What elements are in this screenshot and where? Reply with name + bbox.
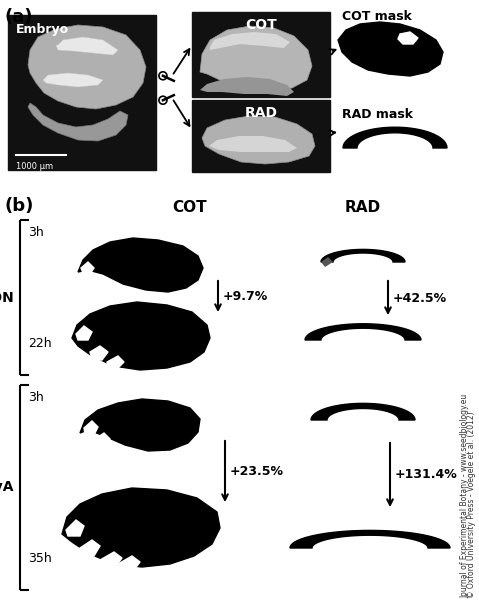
Text: RAD: RAD <box>244 106 277 120</box>
Polygon shape <box>210 32 290 50</box>
Polygon shape <box>290 531 450 548</box>
Polygon shape <box>43 73 103 87</box>
Polygon shape <box>62 488 220 567</box>
Text: +9.7%: +9.7% <box>223 290 268 303</box>
Bar <box>8 15 156 170</box>
Polygon shape <box>118 556 140 570</box>
Text: 1000 μm: 1000 μm <box>16 162 53 171</box>
Polygon shape <box>338 22 443 76</box>
Polygon shape <box>80 399 200 451</box>
Text: CON: CON <box>0 291 14 305</box>
Text: (a): (a) <box>4 8 33 26</box>
Text: Journal of Experimental Botany - www.seedbiology.eu: Journal of Experimental Botany - www.see… <box>460 394 469 598</box>
Polygon shape <box>95 433 110 445</box>
Polygon shape <box>84 421 98 435</box>
Polygon shape <box>90 346 108 360</box>
Polygon shape <box>321 250 405 262</box>
Text: +42.5%: +42.5% <box>393 291 447 305</box>
Polygon shape <box>311 403 415 420</box>
Polygon shape <box>80 540 100 556</box>
Text: +131.4%: +131.4% <box>395 469 458 482</box>
Polygon shape <box>78 238 203 292</box>
Polygon shape <box>321 257 333 267</box>
Text: COT: COT <box>245 18 277 32</box>
Text: 3h: 3h <box>28 226 44 239</box>
Polygon shape <box>76 326 92 340</box>
Bar <box>192 12 330 97</box>
Polygon shape <box>28 103 128 141</box>
Text: +23.5%: +23.5% <box>230 465 284 478</box>
Polygon shape <box>305 324 421 340</box>
Polygon shape <box>66 520 84 536</box>
Polygon shape <box>202 116 315 164</box>
Polygon shape <box>398 32 418 44</box>
Polygon shape <box>209 136 297 152</box>
Polygon shape <box>81 262 94 274</box>
Text: Embryo: Embryo <box>16 23 69 36</box>
Bar <box>192 100 330 172</box>
Polygon shape <box>200 77 294 96</box>
Polygon shape <box>28 25 146 109</box>
Polygon shape <box>343 127 447 148</box>
Polygon shape <box>100 552 122 566</box>
Polygon shape <box>56 37 118 55</box>
Text: 35h: 35h <box>28 552 52 565</box>
Text: MyA: MyA <box>0 481 14 494</box>
Polygon shape <box>200 26 312 92</box>
Polygon shape <box>72 302 210 370</box>
Text: COT: COT <box>173 200 207 215</box>
Text: COT mask: COT mask <box>342 10 412 23</box>
Polygon shape <box>107 356 124 368</box>
Text: RAD mask: RAD mask <box>342 108 413 121</box>
Text: (b): (b) <box>4 197 34 215</box>
Text: 22h: 22h <box>28 337 52 350</box>
Text: 3h: 3h <box>28 391 44 404</box>
Text: RAD: RAD <box>345 200 381 215</box>
Text: © Oxford University Press - Voegele et al. (2012): © Oxford University Press - Voegele et a… <box>467 411 476 598</box>
